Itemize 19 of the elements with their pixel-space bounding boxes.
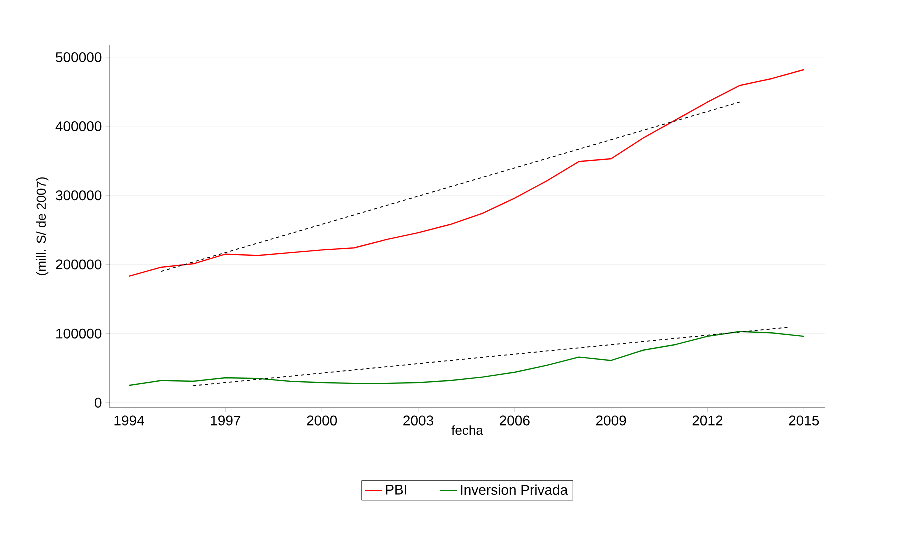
- y-axis-title: (mill. S/ de 2007): [36, 178, 49, 276]
- x-tick-label: 2012: [692, 416, 723, 426]
- x-tick-label: 2009: [596, 416, 626, 426]
- x-tick-label: 2006: [500, 416, 530, 426]
- y-tick-label: 500000: [56, 52, 102, 62]
- y-tick-label: 100000: [56, 328, 102, 339]
- x-tick-label: 1994: [114, 416, 144, 426]
- y-tick-label: 300000: [56, 190, 102, 201]
- y-tick-label: 0: [94, 398, 102, 408]
- y-tick-label: 400000: [56, 122, 102, 132]
- y-tick-label: 200000: [56, 260, 102, 270]
- x-tick-label: 2003: [404, 416, 434, 426]
- x-axis-title: fecha: [452, 426, 484, 436]
- x-tick-label: 2015: [789, 416, 820, 426]
- legend-label: Inversion Privada: [461, 484, 568, 496]
- x-tick-label: 2000: [307, 416, 338, 426]
- line-series: [128, 331, 805, 386]
- x-tick-label: 1997: [211, 416, 241, 426]
- legend-label: PBI: [386, 485, 406, 495]
